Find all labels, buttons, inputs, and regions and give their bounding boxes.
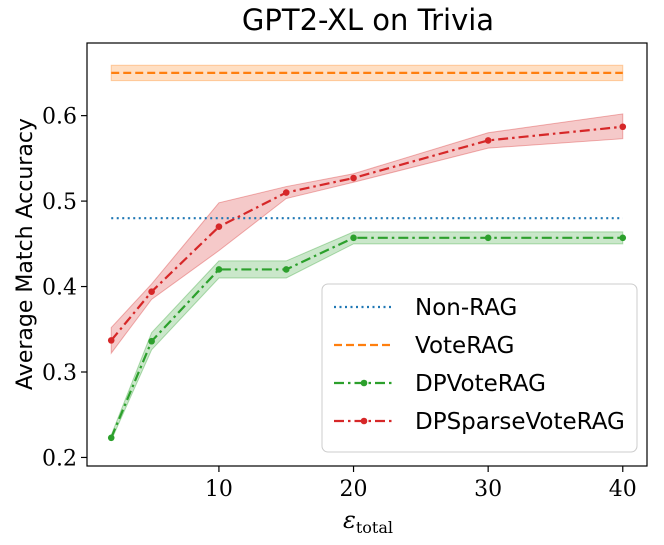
- y-axis-ticks: 0.2 0.3 0.4 0.5 0.6: [42, 105, 87, 471]
- y-tick-label: 0.6: [42, 105, 77, 130]
- x-tick-label: 30: [474, 477, 502, 502]
- legend-label-non-rag: Non-RAG: [415, 295, 517, 321]
- dpvoterag-point: [215, 266, 223, 273]
- x-axis-label: εtotal: [343, 506, 393, 537]
- x-axis-ticks: 10 20 30 40: [205, 466, 637, 502]
- y-tick-label: 0.4: [42, 276, 77, 301]
- dpvoterag-point: [619, 234, 627, 242]
- dpvoterag-band: [110, 231, 624, 441]
- chart-title: GPT2-XL on Trivia: [242, 3, 494, 37]
- dpsparsevoterag-point: [282, 189, 290, 196]
- x-axis-label-subscript: total: [356, 518, 393, 537]
- dpvoterag-point: [282, 266, 290, 273]
- dpsparsevoterag-point: [148, 288, 155, 295]
- dpsparsevoterag-band: [110, 113, 624, 355]
- series-markers: [107, 123, 627, 442]
- y-tick-label: 0.2: [42, 446, 77, 471]
- y-tick-label: 0.3: [42, 361, 77, 386]
- dpsparsevoterag-point: [350, 174, 357, 182]
- dpvoterag-point: [484, 234, 492, 242]
- legend-label-dpsparsevoterag: DPSparseVoteRAG: [415, 409, 625, 435]
- dpvoterag-point: [148, 337, 155, 345]
- dpvoterag-point: [350, 234, 357, 242]
- legend-box: [321, 283, 638, 453]
- dpsparsevoterag-point: [484, 137, 492, 144]
- y-axis-label: Average Match Accuracy: [13, 118, 38, 390]
- x-tick-label: 10: [205, 477, 233, 502]
- x-tick-label: 40: [609, 477, 637, 502]
- plot-frame: [86, 42, 648, 467]
- dpsparsevoterag-point: [619, 123, 627, 131]
- legend-label-voterag: VoteRAG: [415, 333, 514, 359]
- legend: Non-RAG VoteRAG DPVoteRAG DPSparseVoteRAG: [321, 283, 638, 453]
- dpsparsevoterag-point: [107, 337, 115, 344]
- x-axis-label-symbol: ε: [343, 506, 356, 534]
- legend-marker-dpvoterag: [360, 379, 368, 387]
- x-tick-label: 20: [340, 477, 368, 502]
- dpsparsevoterag-point: [215, 223, 223, 231]
- legend-label-dpvoterag: DPVoteRAG: [415, 371, 546, 397]
- y-tick-label: 0.5: [42, 190, 77, 215]
- legend-marker-dpsparsevoterag: [360, 417, 368, 425]
- dpvoterag-point: [107, 434, 115, 442]
